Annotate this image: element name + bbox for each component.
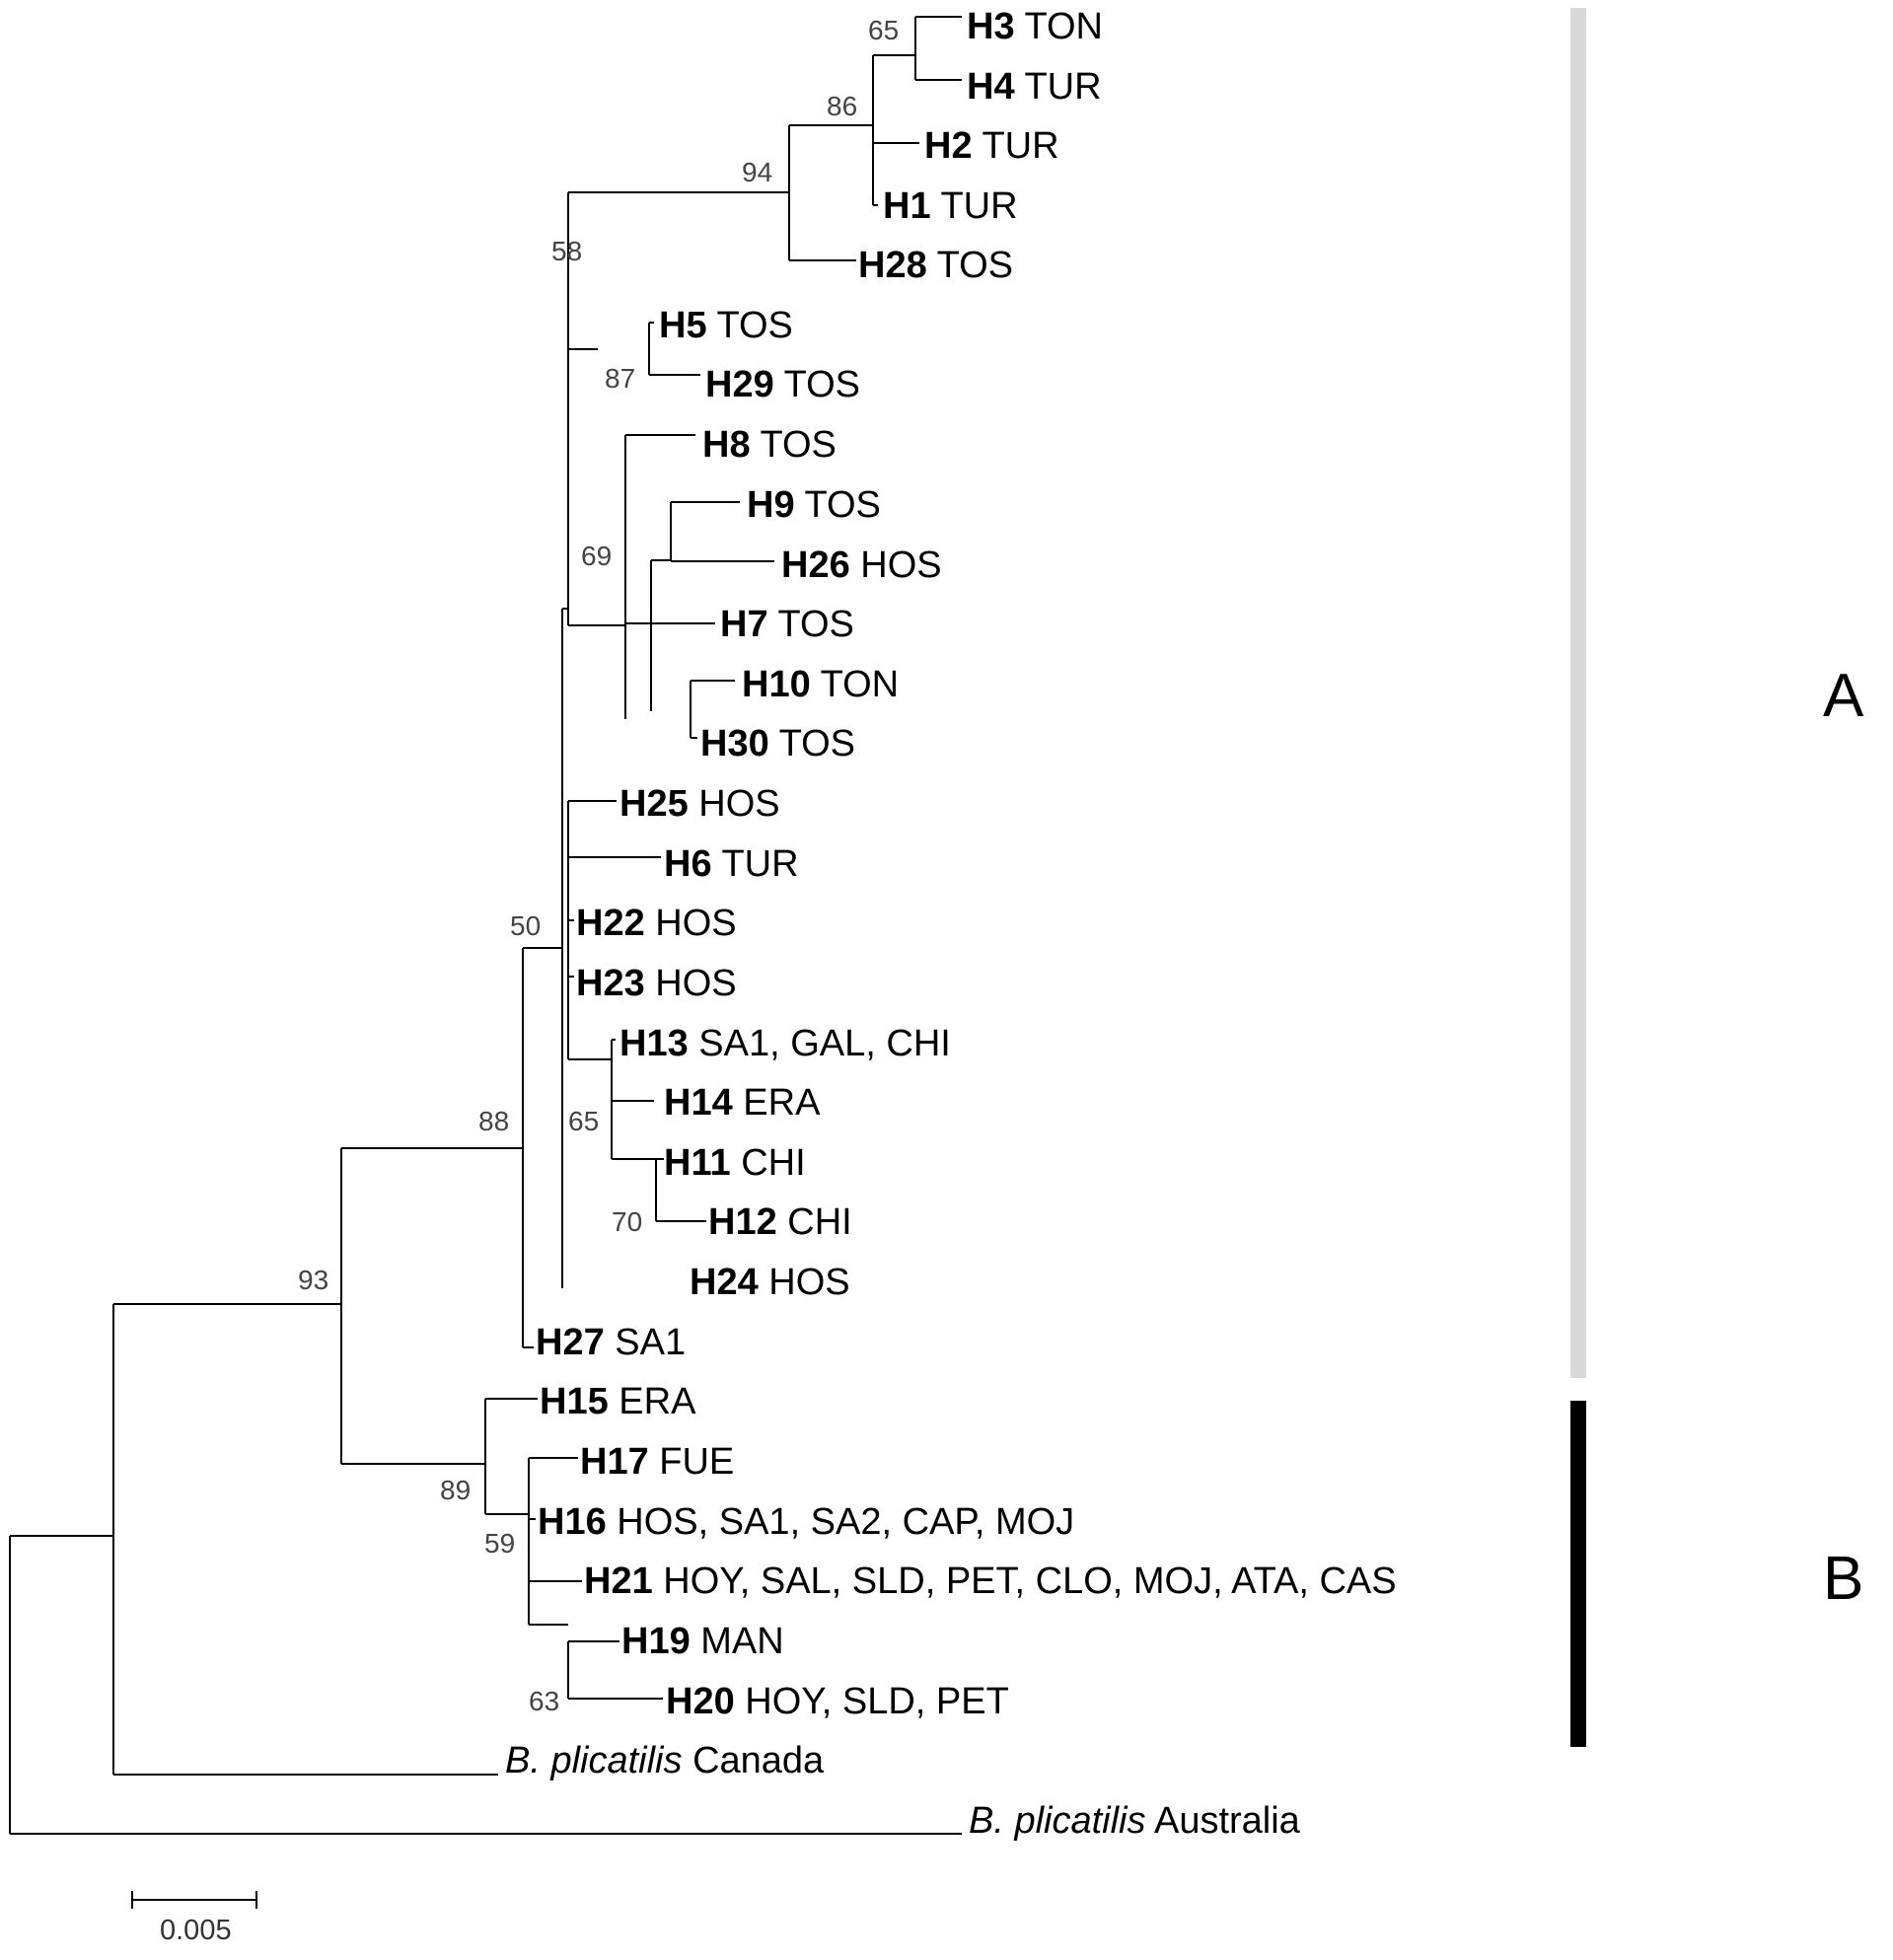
bootstrap-label: 70 xyxy=(612,1206,642,1237)
bootstrap-label: 69 xyxy=(581,541,612,571)
branch-h9-h26-h7 xyxy=(650,559,715,711)
tip-label: H28 TOS xyxy=(858,245,1013,286)
tip-label: H20 HOY, SLD, PET xyxy=(666,1681,1009,1722)
branch-polytomy-hos xyxy=(567,800,661,1060)
bootstrap-label: 65 xyxy=(868,15,899,45)
bootstrap-label: 87 xyxy=(605,363,635,394)
tip-label: H10 TON xyxy=(742,664,899,705)
branch-node-94 xyxy=(788,124,873,261)
branch-node-69 xyxy=(624,434,695,719)
tip-label: H5 TOS xyxy=(659,305,793,346)
tip-label: H26 HOS xyxy=(781,544,942,586)
clade-a-label: A xyxy=(1823,662,1864,730)
tip-label: H17 FUE xyxy=(580,1441,734,1483)
tip-label: H22 HOS xyxy=(576,903,737,944)
branch-clade-a-trunk xyxy=(522,947,562,1348)
outgroup-label-canada: B. plicatilis Canada xyxy=(505,1740,825,1781)
tip-labels: H3 TON H4 TUR H2 TUR H1 TUR H28 TOS H5 T… xyxy=(505,6,1397,1842)
bootstrap-label: 94 xyxy=(742,157,772,187)
tip-label: H30 TOS xyxy=(700,723,855,764)
tip-label: H13 SA1, GAL, CHI xyxy=(619,1023,951,1064)
tip-label: H23 HOS xyxy=(576,963,737,1004)
tip-label: H8 TOS xyxy=(702,424,837,466)
branch-node-93 xyxy=(112,1303,498,1776)
tip-label: H15 ERA xyxy=(540,1381,696,1422)
branch-node-86 xyxy=(872,54,919,206)
tip-label: H4 TUR xyxy=(967,66,1102,108)
branch-node-59 xyxy=(528,1457,582,1626)
branch-root xyxy=(9,1535,962,1835)
branch-node-87 xyxy=(648,322,700,376)
branch-node-70 xyxy=(655,1158,706,1222)
bootstrap-label: 86 xyxy=(827,91,857,121)
branch-node-63 xyxy=(567,1640,663,1700)
tree-branches xyxy=(9,16,962,1835)
scale-bar-line xyxy=(131,1891,257,1909)
tip-label: H1 TUR xyxy=(883,185,1018,227)
tip-label: H25 HOS xyxy=(619,783,780,825)
bootstrap-label: 93 xyxy=(298,1265,328,1295)
scale-bar-label: 0.005 xyxy=(160,1915,232,1946)
branch-node-89 xyxy=(484,1398,538,1515)
tip-label: H21 HOY, SAL, SLD, PET, CLO, MOJ, ATA, C… xyxy=(584,1561,1397,1602)
bootstrap-label: 65 xyxy=(568,1106,599,1136)
branch-node-58 xyxy=(562,191,789,626)
tip-label: H27 SA1 xyxy=(536,1322,686,1363)
bootstrap-label: 59 xyxy=(484,1528,515,1559)
tip-label: H16 HOS, SA1, SA2, CAP, MOJ xyxy=(538,1501,1074,1543)
branch-node-65-top xyxy=(914,16,962,81)
tip-label: H14 ERA xyxy=(664,1082,821,1124)
clade-b-label: B xyxy=(1823,1545,1863,1613)
tip-label: H11 CHI xyxy=(664,1142,806,1184)
bootstrap-label: 58 xyxy=(551,236,582,266)
tip-label: H9 TOS xyxy=(747,484,881,526)
clade-b-bar xyxy=(1570,1401,1586,1747)
tip-label: H3 TON xyxy=(967,6,1103,47)
tip-label: H12 CHI xyxy=(708,1201,852,1243)
bootstrap-label: 88 xyxy=(478,1106,509,1136)
bootstrap-label: 63 xyxy=(529,1686,559,1716)
branch-node-65-lower xyxy=(611,1039,656,1160)
tip-label: H19 MAN xyxy=(621,1621,784,1662)
bootstrap-values: 65 86 94 58 87 69 50 65 70 88 93 89 59 6… xyxy=(298,15,899,1716)
branch-h9-h26 xyxy=(670,501,774,562)
tip-label: H6 TUR xyxy=(664,843,799,885)
branch-h10-h30 xyxy=(690,680,735,739)
scale-bar: 0.005 xyxy=(131,1891,257,1946)
bootstrap-label: 89 xyxy=(440,1475,471,1505)
tip-label: H29 TOS xyxy=(705,364,860,405)
outgroup-label-australia: B. plicatilis Australia xyxy=(969,1800,1301,1842)
branch-node-88 xyxy=(340,1147,523,1465)
bootstrap-label: 50 xyxy=(510,910,541,941)
clade-a-bar xyxy=(1570,8,1586,1378)
tip-label: H2 TUR xyxy=(924,125,1059,167)
tip-label: H24 HOS xyxy=(690,1262,850,1303)
tip-label: H7 TOS xyxy=(720,604,854,645)
